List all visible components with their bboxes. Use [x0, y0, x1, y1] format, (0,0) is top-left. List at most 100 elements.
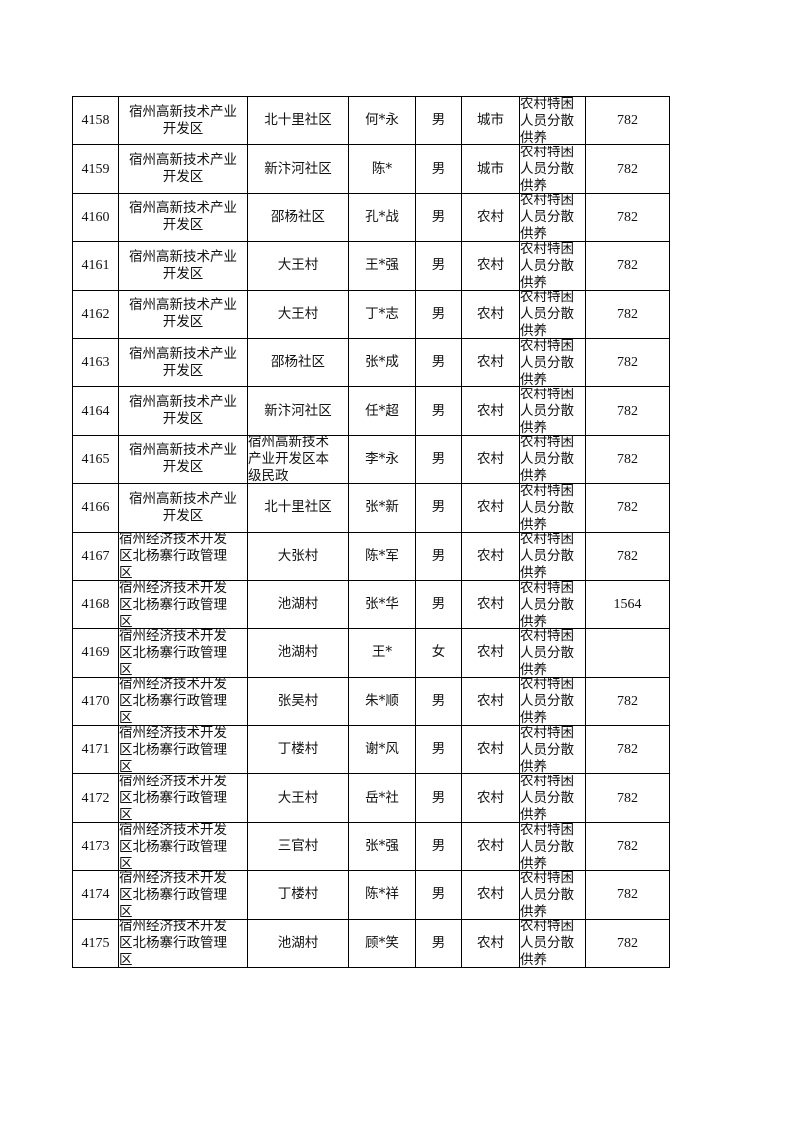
- row-number-text: 4164: [81, 403, 110, 419]
- district-text: 宿州高新技术产业 开发区: [129, 248, 237, 282]
- name-text: 陈*祥: [365, 886, 399, 903]
- row-number-text: 4165: [81, 451, 110, 467]
- table-row: 4174 宿州经济技术开发 区北杨寨行政管理区 丁楼村 陈*祥 男 农村 农村特困 人员分散 供养…: [72, 870, 670, 920]
- district-text: 宿州高新技术产业 开发区: [129, 442, 237, 476]
- name-cell: 谢*风: [348, 725, 416, 775]
- household-type-cell: 农村: [461, 773, 520, 823]
- assistance-type-cell: 农村特困 人员分散 供养: [519, 144, 586, 194]
- row-number-cell: 4159: [72, 144, 119, 194]
- community-cell: 北十里社区: [247, 483, 349, 533]
- amount-text: 782: [617, 742, 638, 758]
- household-type-cell: 农村: [461, 386, 520, 436]
- amount-text: 782: [617, 209, 638, 225]
- assistance-type-text: 农村特困 人员分散 供养: [520, 97, 575, 145]
- table-row: 4173 宿州经济技术开发 区北杨寨行政管理区 三官村 张*强 男 农村 农村特困 人员分散 供养…: [72, 821, 670, 872]
- assistance-type-cell: 农村特困 人员分散 供养: [519, 725, 586, 775]
- district-cell: 宿州经济技术开发 区北杨寨行政管理区: [118, 676, 248, 727]
- district-cell: 宿州高新技术产业 开发区: [118, 241, 248, 291]
- gender-text: 男: [431, 789, 446, 806]
- district-cell: 宿州高新技术产业 开发区: [118, 144, 248, 194]
- community-cell: 大王村: [247, 773, 349, 823]
- district-text: 宿州经济技术开发 区北杨寨行政管理区: [119, 532, 228, 580]
- amount-cell: 782: [585, 676, 670, 727]
- household-type-text: 农村: [477, 644, 504, 661]
- amount-text: 782: [617, 548, 638, 564]
- assistance-type-text: 农村特困 人员分散 供养: [520, 484, 575, 532]
- name-cell: 孔*战: [348, 192, 416, 243]
- household-type-text: 城市: [477, 160, 504, 177]
- household-type-cell: 农村: [461, 531, 520, 581]
- row-number-cell: 4163: [72, 337, 119, 388]
- district-cell: 宿州高新技术产业 开发区: [118, 192, 248, 243]
- row-number-text: 4172: [81, 790, 110, 806]
- table-row: 4168 宿州经济技术开发 区北杨寨行政管理区 池湖村 张*华 男 农村 农村特困 人员分散 供养…: [72, 579, 670, 630]
- household-type-cell: 农村: [461, 870, 520, 920]
- row-number-text: 4170: [81, 693, 110, 709]
- name-text: 张*新: [365, 499, 399, 516]
- household-type-cell: 农村: [461, 725, 520, 775]
- name-cell: 张*成: [348, 337, 416, 388]
- community-text: 大王村: [277, 257, 319, 274]
- assistance-type-text: 农村特困 人员分散 供养: [520, 774, 575, 822]
- assistance-type-cell: 农村特困 人员分散 供养: [519, 870, 586, 920]
- name-text: 张*成: [365, 354, 399, 371]
- name-cell: 顾*笑: [348, 918, 416, 969]
- assistance-type-text: 农村特困 人员分散 供养: [520, 677, 575, 725]
- gender-text: 女: [431, 644, 446, 661]
- assistance-type-cell: 农村特困 人员分散 供养: [519, 289, 586, 339]
- assistance-type-text: 农村特困 人员分散 供养: [520, 435, 575, 483]
- name-cell: 张*新: [348, 483, 416, 533]
- community-text: 大王村: [277, 305, 319, 322]
- row-number-text: 4163: [81, 355, 110, 371]
- community-text: 大王村: [277, 789, 319, 806]
- gender-cell: 男: [415, 773, 462, 823]
- row-number-cell: 4175: [72, 918, 119, 969]
- name-text: 张*华: [365, 596, 399, 613]
- gender-text: 男: [431, 596, 446, 613]
- community-cell: 大王村: [247, 289, 349, 339]
- row-number-text: 4158: [81, 113, 110, 129]
- name-cell: 丁*志: [348, 289, 416, 339]
- assistance-type-text: 农村特困 人员分散 供养: [520, 193, 575, 241]
- household-type-cell: 农村: [461, 483, 520, 533]
- household-type-text: 农村: [477, 741, 504, 758]
- gender-text: 男: [431, 402, 446, 419]
- community-text: 北十里社区: [264, 499, 332, 516]
- community-text: 邵杨社区: [271, 208, 325, 225]
- household-type-text: 农村: [477, 789, 504, 806]
- row-number-cell: 4162: [72, 289, 119, 339]
- community-text: 池湖村: [277, 596, 319, 613]
- household-type-cell: 农村: [461, 628, 520, 678]
- row-number-cell: 4173: [72, 821, 119, 872]
- household-type-text: 农村: [477, 596, 504, 613]
- district-cell: 宿州经济技术开发 区北杨寨行政管理区: [118, 870, 248, 920]
- gender-cell: 男: [415, 192, 462, 243]
- amount-text: 782: [617, 887, 638, 903]
- household-type-cell: 农村: [461, 918, 520, 969]
- assistance-type-cell: 农村特困 人员分散 供养: [519, 337, 586, 388]
- community-cell: 大王村: [247, 241, 349, 291]
- row-number-cell: 4168: [72, 579, 119, 630]
- household-type-text: 农村: [477, 934, 504, 951]
- assistance-type-cell: 农村特困 人员分散 供养: [519, 95, 586, 146]
- district-text: 宿州经济技术开发 区北杨寨行政管理区: [119, 629, 228, 677]
- assistance-type-text: 农村特困 人员分散 供养: [520, 919, 575, 967]
- row-number-text: 4161: [81, 258, 110, 274]
- amount-cell: 782: [585, 918, 670, 969]
- assistance-type-cell: 农村特困 人员分散 供养: [519, 434, 586, 485]
- gender-cell: 男: [415, 241, 462, 291]
- amount-text: 782: [617, 403, 638, 419]
- name-text: 任*超: [365, 402, 399, 419]
- name-cell: 任*超: [348, 386, 416, 436]
- table-row: 4171 宿州经济技术开发 区北杨寨行政管理区 丁楼村 谢*风 男 农村 农村特困 人员分散 供养…: [72, 725, 670, 775]
- gender-text: 男: [431, 305, 446, 322]
- household-type-text: 农村: [477, 305, 504, 322]
- name-text: 岳*社: [365, 789, 399, 806]
- gender-cell: 男: [415, 144, 462, 194]
- gender-text: 男: [431, 208, 446, 225]
- assistance-type-cell: 农村特困 人员分散 供养: [519, 676, 586, 727]
- district-cell: 宿州经济技术开发 区北杨寨行政管理区: [118, 579, 248, 630]
- community-text: 北十里社区: [264, 112, 332, 129]
- row-number-cell: 4161: [72, 241, 119, 291]
- gender-cell: 男: [415, 676, 462, 727]
